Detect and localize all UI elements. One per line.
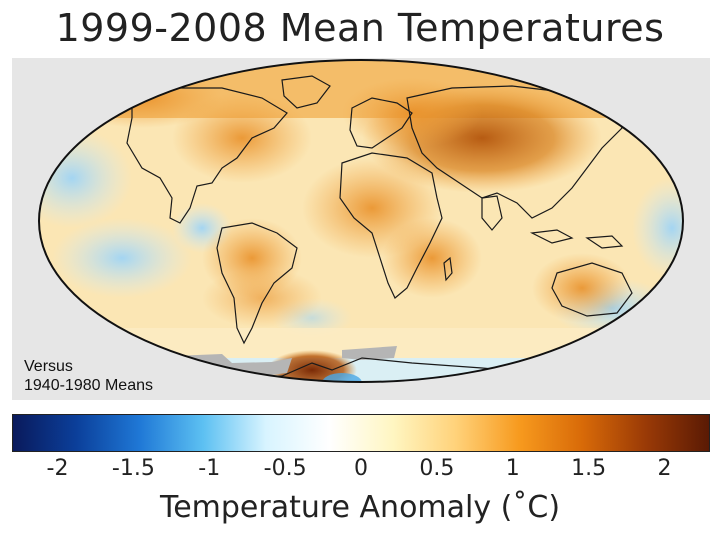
colorbar-tick-label: -1.5 bbox=[111, 456, 155, 481]
baseline-note-line2: 1940-1980 Means bbox=[24, 377, 153, 394]
colorbar-tick-label: 0.5 bbox=[419, 456, 455, 481]
map-title: 1999-2008 Mean Temperatures bbox=[55, 6, 665, 50]
colorbar bbox=[12, 414, 710, 452]
map-frame bbox=[12, 58, 710, 400]
map-border bbox=[38, 59, 684, 383]
colorbar-tick-label: 2 bbox=[657, 456, 672, 481]
colorbar-tick-label: -2 bbox=[46, 456, 69, 481]
map-fill bbox=[39, 60, 683, 382]
colorbar-tick-label: 1 bbox=[505, 456, 520, 481]
baseline-note-line1: Versus bbox=[24, 358, 73, 375]
temperature-anomaly-map bbox=[38, 59, 684, 383]
colorbar-tick-label: -1 bbox=[198, 456, 221, 481]
colorbar-tick-label: -0.5 bbox=[263, 456, 307, 481]
colorbar-tick-label: 1.5 bbox=[571, 456, 607, 481]
colorbar-label: Temperature Anomaly (˚C) bbox=[159, 490, 561, 525]
baseline-note: Versus 1940-1980 Means bbox=[24, 357, 153, 395]
colorbar-tick-label: 0 bbox=[354, 456, 368, 481]
